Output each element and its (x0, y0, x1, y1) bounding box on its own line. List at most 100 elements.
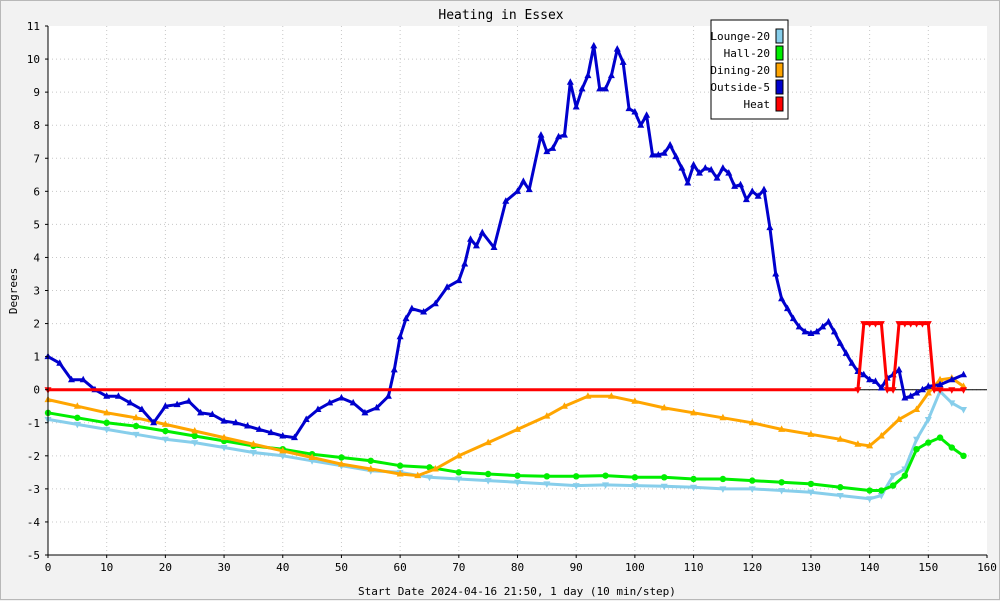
data-point (308, 453, 316, 460)
x-tick-label: 70 (452, 561, 465, 574)
data-point (772, 269, 780, 277)
data-point (232, 418, 240, 426)
y-tick-label: -4 (27, 516, 41, 529)
data-point (807, 480, 815, 488)
data-point (461, 260, 469, 267)
legend-swatch-heat (775, 96, 784, 112)
data-point (871, 377, 879, 384)
data-point (819, 322, 827, 330)
data-point (244, 422, 252, 429)
data-point (132, 422, 140, 430)
data-point (455, 476, 463, 483)
data-point (860, 370, 868, 378)
data-point (455, 451, 463, 459)
data-point (484, 478, 492, 485)
data-point (590, 41, 598, 49)
data-point (737, 180, 745, 188)
data-point (848, 359, 856, 366)
data-point (502, 197, 510, 204)
data-point (913, 388, 921, 396)
data-point (560, 131, 568, 138)
data-point (162, 427, 169, 435)
data-point (543, 473, 551, 480)
y-tick-label: -3 (27, 483, 40, 496)
data-point (936, 387, 944, 394)
data-point (807, 430, 815, 437)
data-point (326, 398, 334, 406)
data-point (960, 387, 968, 394)
data-point (960, 407, 968, 414)
data-point (560, 402, 568, 409)
data-point (220, 445, 228, 452)
x-tick-label: 50 (335, 561, 348, 574)
data-point (660, 403, 668, 411)
data-point (672, 152, 680, 160)
data-point (279, 431, 287, 439)
data-point (161, 436, 169, 444)
data-point (907, 321, 915, 328)
data-point (801, 327, 809, 335)
data-point (414, 471, 422, 479)
legend-label-lounge-20: Lounge-20 (710, 30, 770, 43)
data-point (807, 329, 815, 336)
data-point (537, 131, 545, 138)
y-tick-label: 0 (33, 384, 40, 397)
data-point (913, 405, 921, 413)
data-point (648, 150, 656, 158)
data-point (742, 195, 750, 203)
legend-swatch-dining-20 (775, 62, 784, 78)
data-point (678, 164, 686, 171)
data-point (690, 160, 698, 168)
data-point (719, 486, 727, 493)
data-point (719, 475, 727, 483)
data-point (837, 484, 844, 491)
data-point (150, 418, 158, 426)
data-point (132, 413, 140, 421)
data-point (918, 321, 926, 328)
data-point (396, 462, 404, 469)
data-point (337, 460, 345, 467)
data-point (719, 413, 727, 421)
data-point (173, 400, 181, 408)
data-point (490, 243, 498, 251)
data-point (960, 452, 967, 460)
legend-box (710, 19, 789, 120)
y-tick-label: 10 (27, 53, 40, 66)
legend-label-dining-20: Dining-20 (710, 64, 770, 77)
data-point (860, 321, 868, 328)
legend-label-heat: Heat (744, 98, 771, 111)
data-point (67, 375, 75, 383)
data-point (666, 141, 674, 148)
legend-swatch-outside-5 (775, 79, 784, 95)
x-tick-label: 160 (977, 561, 997, 574)
data-point (913, 446, 920, 453)
x-tick-label: 140 (860, 561, 880, 574)
data-point (367, 457, 374, 464)
data-point (895, 321, 903, 328)
data-point (842, 349, 850, 356)
data-point (748, 418, 756, 426)
data-point (907, 392, 915, 399)
data-point (936, 434, 944, 441)
x-tick-label: 20 (159, 561, 172, 574)
y-axis-label: Degrees (7, 268, 20, 314)
legend-swatch-lounge-20 (775, 28, 784, 44)
data-point (660, 483, 668, 491)
data-point (684, 179, 692, 186)
y-tick-label: 7 (33, 152, 40, 165)
data-point (138, 405, 146, 413)
legend-label-outside-5: Outside-5 (710, 81, 770, 94)
y-tick-label: -1 (27, 417, 40, 430)
data-point (948, 444, 955, 451)
legend: Lounge-20 Hall-20 Dining-20 Outside-5 Heat (710, 19, 789, 120)
data-point (725, 169, 733, 176)
x-tick-label: 120 (742, 561, 762, 574)
x-tick-label: 90 (570, 561, 583, 574)
data-point (631, 483, 639, 490)
data-point (103, 392, 111, 399)
data-point (396, 332, 404, 340)
data-point (707, 165, 715, 173)
x-tick-label: 110 (684, 561, 704, 574)
data-point (760, 185, 768, 193)
